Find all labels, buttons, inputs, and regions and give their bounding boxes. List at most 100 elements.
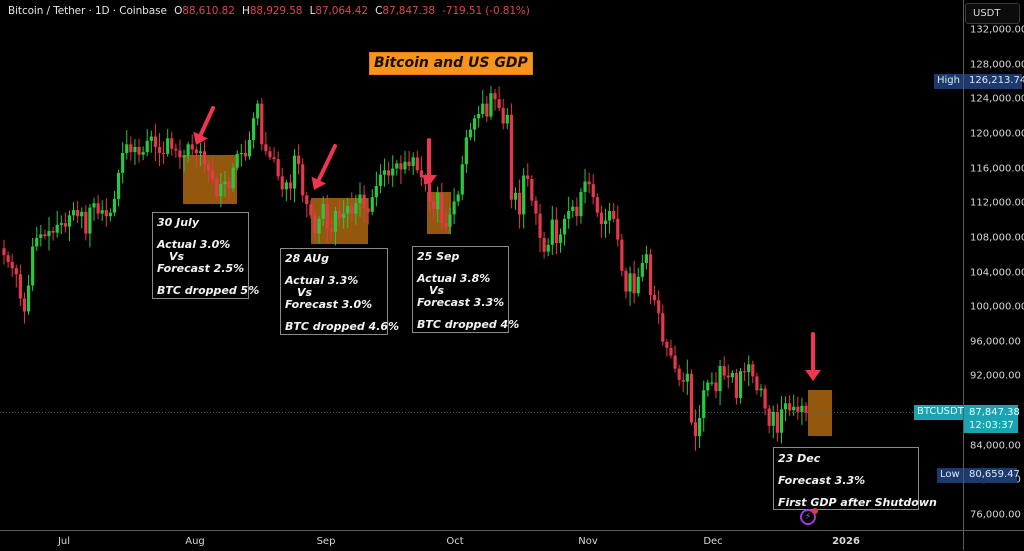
candle-body (689, 373, 694, 423)
candle-body (47, 230, 51, 237)
candle-body (272, 157, 276, 160)
candle-body (149, 136, 153, 141)
candle-body (206, 164, 211, 171)
candle-body (284, 182, 288, 190)
candle-body (436, 192, 440, 210)
candle-body (550, 219, 554, 245)
red-arrow-icon (193, 131, 208, 145)
price-axis[interactable] (963, 0, 1024, 530)
candle-body (407, 161, 411, 166)
candle-body (464, 137, 468, 165)
low-tag-label: Low (937, 468, 963, 483)
candle-body (35, 237, 39, 247)
time-tick-label: Dec (703, 536, 723, 547)
candle-body (346, 205, 350, 214)
candle-body (84, 211, 88, 234)
price-tick-label: 120,000.00 (970, 128, 1024, 140)
candle-body (517, 192, 522, 215)
candle-body (112, 198, 117, 213)
candle-body (26, 285, 31, 312)
candle-body (198, 151, 203, 153)
note-23-dec: 23 Dec Forecast 3.3% First GDP after Shu… (773, 447, 937, 510)
candle-body (804, 405, 808, 413)
candle-body (247, 139, 252, 157)
candle-body (505, 114, 509, 124)
candle-body (472, 118, 477, 130)
candle-body (231, 167, 235, 189)
candle-body (243, 152, 248, 157)
candle-body (738, 371, 743, 399)
candle-body (562, 218, 567, 235)
candle-body (80, 211, 84, 217)
high-tag-value: 126,213.74 (964, 74, 1024, 89)
note-25-sep: 25 Sep Actual 3.8% Vs Forecast 3.3% BTC … (412, 246, 519, 333)
note-date: 25 Sep (417, 250, 460, 263)
note-result: First GDP after Shutdown (778, 496, 937, 509)
candle-body (734, 372, 739, 399)
note-date: 30 July (157, 216, 200, 229)
currency-button[interactable]: USDT (965, 3, 1020, 24)
candle-body (174, 148, 178, 151)
candle-body (673, 355, 677, 369)
note-vs: Vs (297, 286, 313, 299)
candle-body (100, 210, 104, 214)
price-tick-label: 92,000.00 (970, 370, 1021, 382)
candle-body (669, 347, 673, 356)
time-axis[interactable] (0, 530, 1024, 551)
candle-body (579, 191, 583, 217)
candle-body (661, 313, 665, 342)
candle-body (342, 213, 346, 218)
open-label: O (174, 5, 183, 17)
candle-body (280, 176, 284, 190)
candle-body (133, 146, 137, 153)
last-price-tag: 87,847.38 12:03:37 (964, 405, 1020, 433)
candle-body (759, 388, 763, 391)
candle-body (22, 298, 27, 312)
candle-body (235, 153, 239, 168)
price-tick-label: 76,000.00 (970, 509, 1021, 521)
candle-body (485, 103, 489, 117)
candle-body (39, 234, 43, 238)
high-value: 88,929.58 (249, 5, 303, 17)
note-result: BTC dropped 4.6% (285, 319, 400, 333)
candle-body (493, 93, 497, 100)
candle-body (178, 150, 182, 158)
candlestick-chart[interactable] (0, 0, 963, 530)
event-highlight-box (183, 155, 237, 204)
last-price-value: 87,847.38 (969, 407, 1020, 418)
candle-body (751, 364, 755, 377)
candle-body (18, 274, 22, 299)
candle-body (6, 255, 10, 263)
candle-body (681, 379, 685, 382)
candle-body (137, 146, 141, 155)
candle-body (558, 234, 563, 244)
candle-body (509, 114, 513, 200)
candle-body (501, 107, 505, 124)
candle-body (252, 118, 256, 140)
symbol-title[interactable]: Bitcoin / Tether · 1D · Coinbase (8, 5, 167, 17)
candle-body (628, 273, 632, 292)
candle-body (305, 195, 309, 205)
candle-body (366, 208, 370, 212)
time-tick-label: Sep (316, 536, 336, 547)
candle-body (747, 364, 751, 373)
candle-body (125, 144, 129, 153)
note-date: 28 AUg (285, 252, 329, 265)
candle-body (104, 210, 108, 217)
price-tick-label: 108,000.00 (970, 232, 1024, 244)
candle-body (653, 295, 657, 301)
candle-body (714, 382, 718, 392)
candle-body (161, 152, 166, 155)
candle-body (432, 201, 436, 210)
lightning-event-icon[interactable]: ⚡ (800, 509, 816, 525)
candle-body (358, 194, 362, 204)
candle-body (223, 181, 227, 185)
candle-body (76, 210, 80, 217)
candle-body (268, 151, 272, 158)
candle-body (607, 211, 612, 221)
candle-body (677, 368, 681, 380)
candle-body (792, 406, 796, 411)
candle-body (440, 192, 444, 224)
candle-body (88, 207, 92, 234)
candle-body (403, 161, 407, 170)
